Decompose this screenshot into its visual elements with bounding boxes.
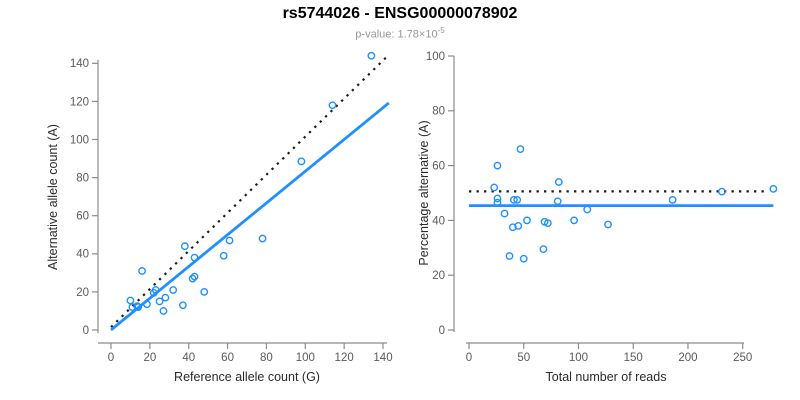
x-tick-label: 20	[143, 352, 156, 364]
x-tick-label: 100	[569, 352, 588, 364]
data-point	[717, 187, 726, 196]
x-tick-label: 0	[108, 352, 114, 364]
y-tick-label: 100	[70, 134, 89, 146]
data-point	[126, 296, 135, 305]
data-point	[138, 267, 146, 275]
data-point	[169, 286, 178, 294]
data-point	[188, 274, 197, 283]
data-point	[668, 195, 677, 204]
data-point	[200, 288, 209, 296]
data-point	[134, 303, 143, 312]
x-axis-title: Reference allele count (G)	[174, 370, 320, 384]
x-tick-label: 140	[373, 352, 392, 364]
data-point	[178, 301, 187, 310]
data-point	[509, 195, 518, 204]
data-point	[543, 219, 552, 228]
identity-line	[110, 55, 388, 328]
data-point	[493, 194, 502, 203]
data-point	[225, 236, 234, 245]
y-tick-label: 40	[432, 215, 445, 227]
y-tick-label: 80	[432, 106, 445, 118]
data-point	[493, 161, 502, 170]
y-tick-label: 0	[83, 325, 89, 337]
y-tick-label: 60	[432, 161, 445, 173]
data-point	[143, 300, 151, 309]
x-tick-label: 120	[335, 352, 354, 364]
x-axis-title: Total number of reads	[546, 370, 667, 384]
left-scatter-plot: 0 20 40 60 80 100 120 140 0 20 40 60 80 100 120 140 Refe…	[46, 51, 393, 384]
data-point	[519, 254, 528, 263]
data-point	[190, 253, 199, 262]
data-point	[258, 234, 267, 243]
data-point	[297, 157, 306, 166]
x-tick-label: 100	[296, 352, 315, 364]
data-point	[554, 178, 563, 186]
y-tick-label: 0	[439, 325, 445, 337]
data-point	[180, 242, 189, 251]
data-point	[155, 297, 164, 306]
data-point	[513, 195, 522, 204]
pvalue-exponent: -5	[437, 26, 445, 35]
data-point	[161, 293, 170, 302]
x-tick-label: 150	[624, 352, 643, 364]
data-point	[769, 184, 778, 193]
y-axis-title: Percentage alternative (A)	[417, 120, 431, 265]
data-point	[367, 51, 376, 60]
data-point	[523, 216, 531, 225]
x-tick-label: 80	[260, 352, 273, 364]
data-point	[133, 302, 142, 311]
x-tick-label: 40	[182, 352, 195, 364]
data-point	[539, 245, 548, 254]
x-tick-label: 50	[517, 352, 530, 364]
x-tick-label: 60	[221, 352, 234, 364]
data-point	[583, 205, 592, 214]
figure-subtitle-pvalue: p-value: 1.78×10-5	[0, 26, 800, 41]
y-tick-label: 120	[70, 96, 89, 108]
data-point	[219, 251, 228, 260]
y-tick-label: 20	[432, 270, 445, 282]
y-axis-title: Alternative allele count (A)	[46, 124, 60, 270]
y-tick-label: 140	[70, 58, 89, 70]
x-tick-label: 250	[733, 352, 752, 364]
y-tick-label: 20	[76, 287, 89, 299]
data-point	[553, 197, 562, 206]
y-tick-label: 80	[76, 173, 89, 185]
data-point	[514, 221, 523, 230]
y-tick-label: 100	[426, 51, 445, 63]
data-point	[490, 183, 499, 192]
data-point	[505, 252, 514, 260]
pvalue-base-text: p-value: 1.78×10	[355, 28, 438, 41]
data-point	[328, 101, 337, 110]
data-point	[500, 209, 509, 218]
data-point	[190, 272, 199, 281]
right-scatter-plot: 0 20 40 60 80 100 0 50 100 150 200 250 Total number …	[417, 51, 778, 384]
data-point	[604, 220, 612, 229]
data-point	[516, 145, 525, 154]
data-point	[493, 198, 502, 207]
data-point	[159, 307, 168, 315]
data-point	[151, 286, 160, 294]
y-tick-label: 60	[76, 211, 89, 223]
x-tick-label: 0	[466, 352, 472, 364]
y-tick-label: 40	[76, 249, 89, 261]
figure-title: rs5744026 - ENSG00000078902	[282, 5, 518, 22]
data-point	[570, 216, 579, 225]
x-tick-label: 200	[678, 352, 697, 364]
